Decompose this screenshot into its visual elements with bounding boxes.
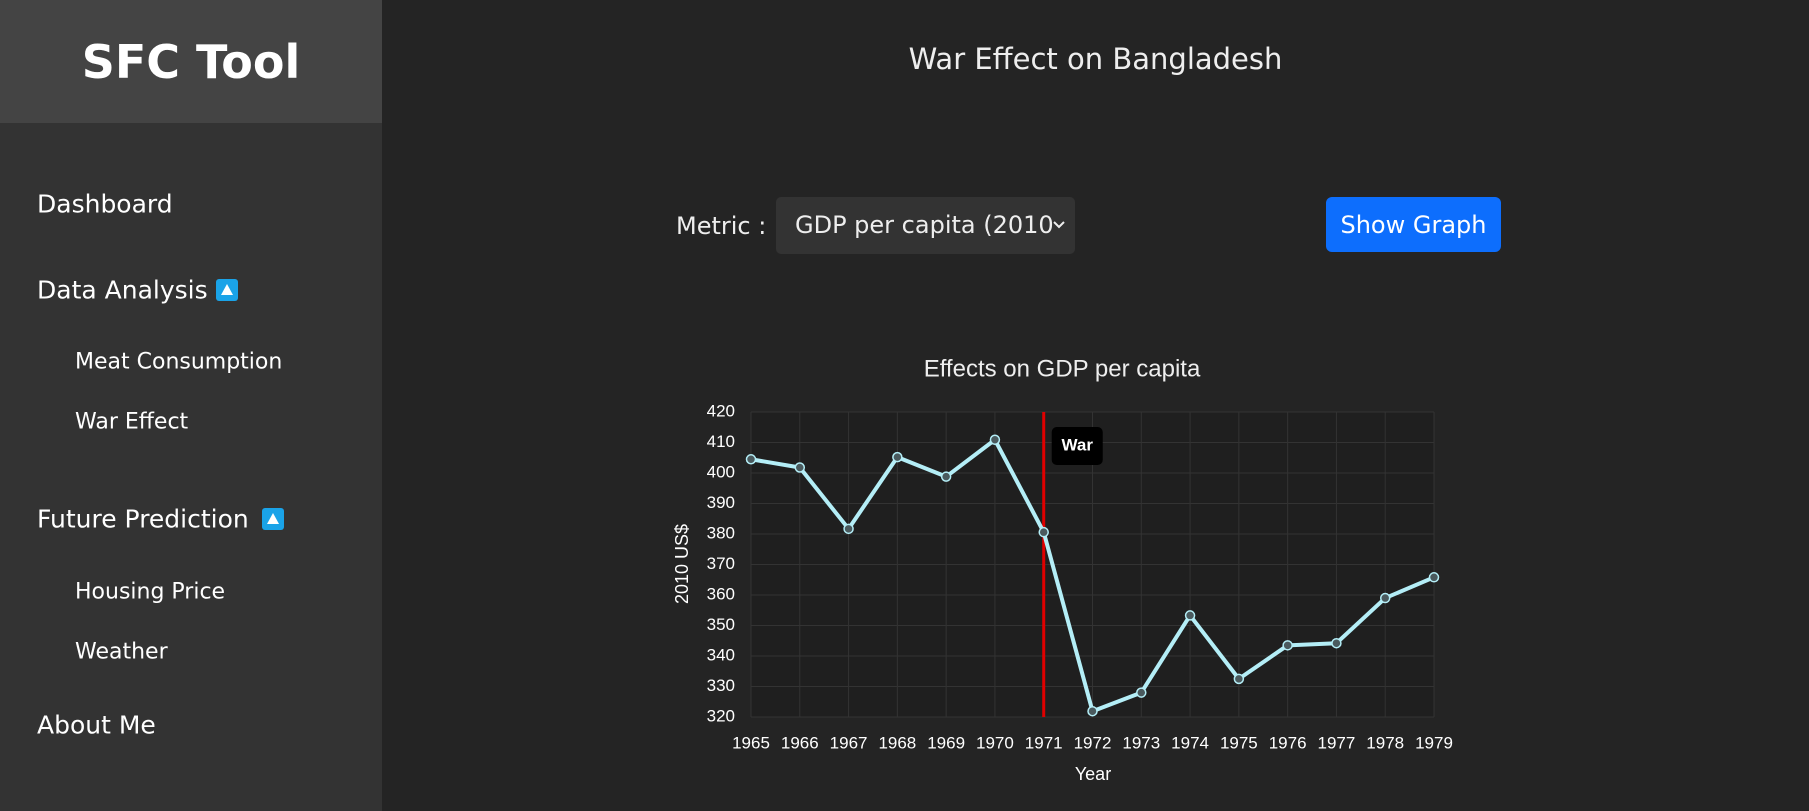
y-tick-label: 320 <box>707 706 735 725</box>
x-tick-label: 1977 <box>1318 733 1356 752</box>
data-point <box>745 454 757 465</box>
data-point <box>1038 526 1049 538</box>
y-tick-label: 380 <box>707 523 735 542</box>
page-title: War Effect on Bangladesh <box>908 42 1283 76</box>
x-tick-label: 1978 <box>1366 733 1404 752</box>
data-point <box>892 451 903 463</box>
show-graph-button[interactable]: Show Graph <box>1326 197 1501 252</box>
data-point <box>794 462 806 473</box>
data-point <box>1184 610 1196 621</box>
data-point <box>940 471 952 482</box>
x-tick-label: 1968 <box>878 733 916 752</box>
data-point <box>1379 592 1391 604</box>
toggle-icon[interactable] <box>262 508 284 530</box>
x-tick-label: 1969 <box>927 733 965 752</box>
x-tick-label: 1970 <box>976 733 1014 752</box>
x-tick-label: 1972 <box>1074 733 1112 752</box>
x-tick-label: 1976 <box>1269 733 1307 752</box>
annotation-label: War <box>1061 435 1093 454</box>
data-point <box>1428 572 1440 583</box>
nav-subitem[interactable]: Meat Consumption <box>75 349 283 375</box>
plot-area <box>751 412 1434 717</box>
brand: SFC Tool <box>0 0 382 123</box>
y-axis-label: 2010 US$ <box>672 524 692 604</box>
nav-item[interactable]: About Me <box>37 710 156 740</box>
x-tick-label: 1971 <box>1025 733 1063 752</box>
metric-label: Metric : <box>676 212 767 240</box>
data-point <box>1331 637 1342 649</box>
x-tick-label: 1979 <box>1415 733 1453 752</box>
y-tick-label: 400 <box>707 462 735 481</box>
nav-subitem[interactable]: Housing Price <box>75 579 226 605</box>
x-tick-label: 1973 <box>1122 733 1160 752</box>
nav-subitem[interactable]: Weather <box>75 639 168 665</box>
sidebar: SFC Tool Dashboard Data Analysis Meat Co… <box>0 0 382 811</box>
metric-select[interactable]: GDP per capita (2010 <box>776 197 1075 254</box>
data-point <box>1136 687 1147 698</box>
y-tick-label: 330 <box>707 676 735 695</box>
nav-item[interactable]: Data Analysis <box>37 275 208 305</box>
y-tick-label: 390 <box>707 493 735 512</box>
data-point <box>843 523 854 535</box>
y-tick-label: 410 <box>707 432 735 451</box>
y-tick-label: 370 <box>707 554 735 573</box>
chevron <box>1053 221 1065 229</box>
data-point <box>1233 673 1245 685</box>
y-tick-label: 340 <box>707 645 735 664</box>
annotation-box <box>1051 427 1103 465</box>
data-point <box>1087 705 1098 717</box>
y-tick-label: 420 <box>707 401 735 420</box>
y-tick-label: 350 <box>707 615 735 634</box>
data-point <box>989 434 1001 446</box>
x-tick-label: 1966 <box>781 733 819 752</box>
x-tick-label: 1975 <box>1220 733 1258 752</box>
x-tick-label: 1974 <box>1171 733 1209 752</box>
select-value: GDP per capita (2010 <box>795 211 1054 239</box>
x-tick-label: 1965 <box>732 733 770 752</box>
data-point <box>1282 640 1293 651</box>
x-axis-label: Year <box>1075 764 1111 784</box>
chart-title: Effects on GDP per capita <box>924 355 1201 382</box>
nav-subitem[interactable]: War Effect <box>75 409 189 435</box>
x-tick-label: 1967 <box>830 733 868 752</box>
y-tick-label: 360 <box>707 584 735 603</box>
data-line <box>750 437 1435 714</box>
nav-item[interactable]: Future Prediction <box>37 504 249 534</box>
nav-item[interactable]: Dashboard <box>37 189 173 219</box>
toggle-icon[interactable] <box>216 279 238 301</box>
